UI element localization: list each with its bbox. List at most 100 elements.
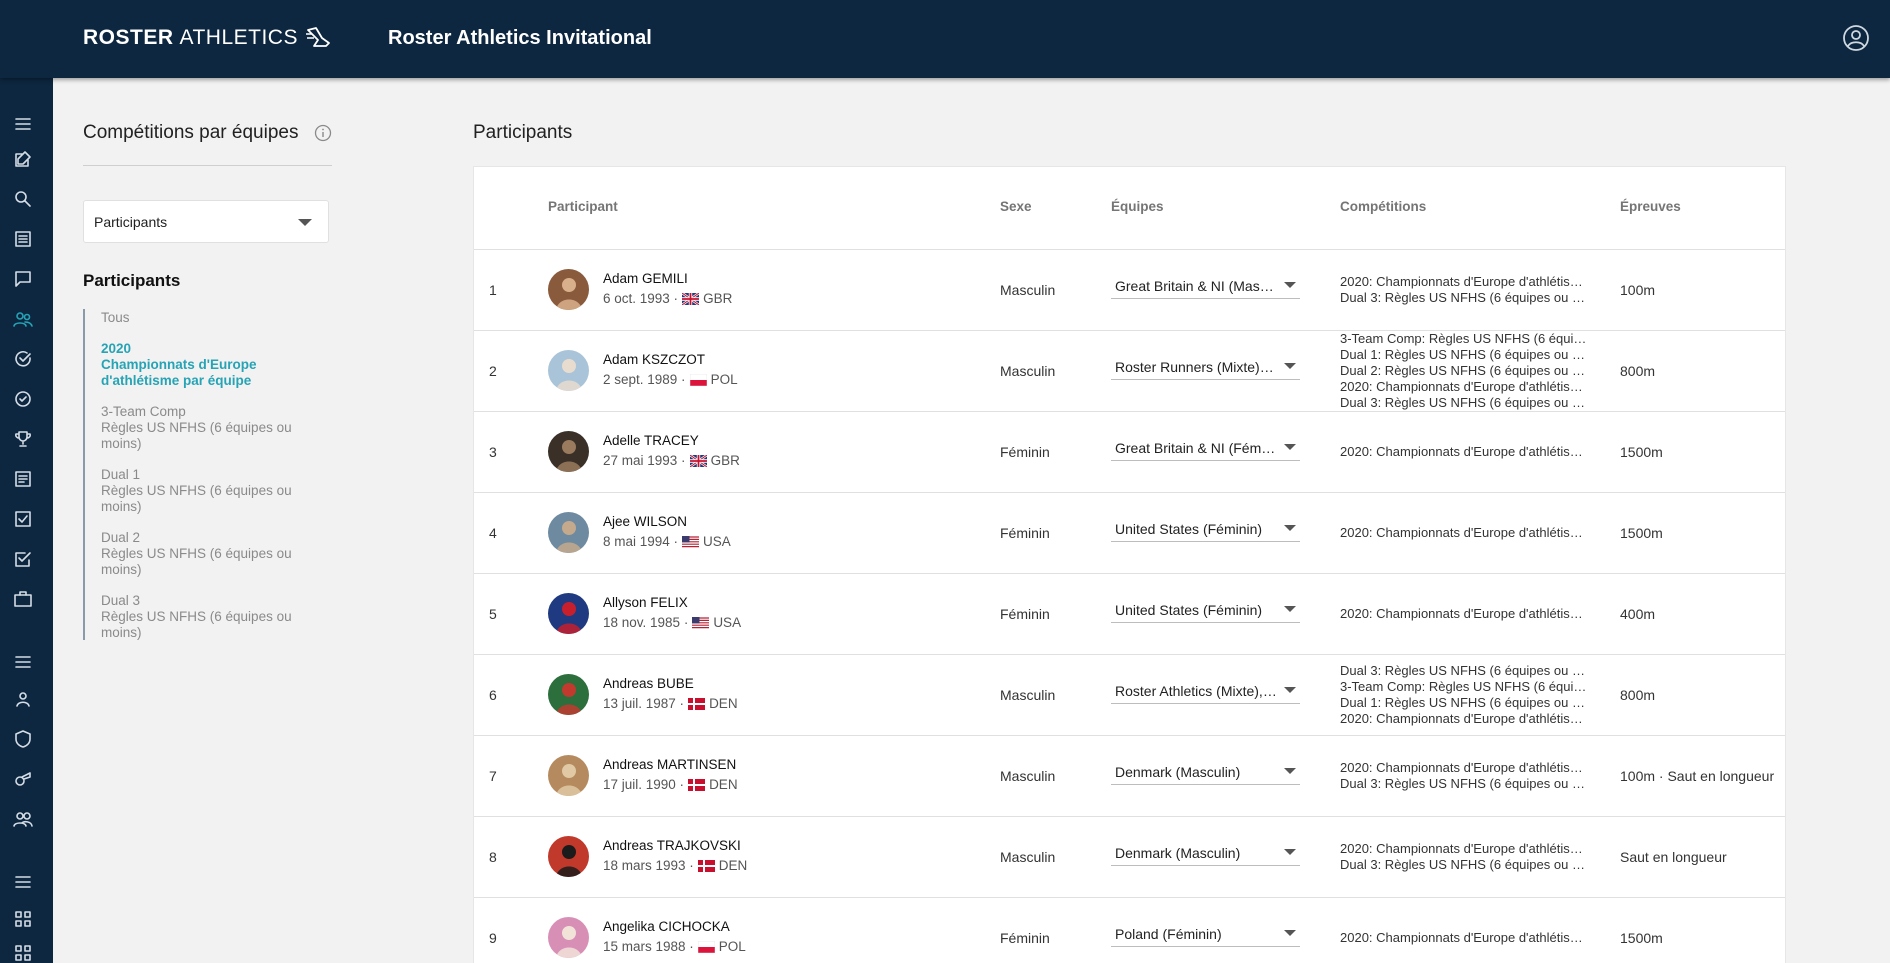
team-select[interactable]: United States (Féminin) (1111, 515, 1300, 542)
menu-icon[interactable] (12, 651, 34, 673)
avatar[interactable] (548, 674, 589, 715)
filter-item-title: Dual 1 (101, 467, 141, 482)
sex-cell: Masculin (1000, 768, 1056, 784)
check-circle-icon[interactable] (12, 388, 34, 410)
event-title: Roster Athletics Invitational (388, 27, 652, 49)
filter-item-2020[interactable]: 2020 Championnats d'Europe d'athlétisme … (101, 341, 333, 389)
check-circle-icon[interactable] (12, 348, 34, 370)
trophy-icon[interactable] (12, 428, 34, 450)
menu-icon[interactable] (12, 871, 34, 893)
table-row[interactable]: 4 Ajee WILSON 8 mai 1994 · USA Féminin U… (474, 492, 1785, 573)
competition-entry: 2020: Championnats d'Europe d'athlétisme… (1340, 274, 1590, 289)
competition-entry: 3-Team Comp: Règles US NFHS (6 équipes o… (1340, 331, 1590, 346)
table-row[interactable]: 3 Adelle TRACEY 27 mai 1993 · GBR Fémini… (474, 411, 1785, 492)
team-select[interactable]: Roster Athletics (Mixte), ... (1111, 677, 1300, 704)
avatar[interactable] (548, 755, 589, 796)
participant-name[interactable]: Allyson FELIX (603, 595, 688, 610)
menu-icon[interactable] (12, 113, 34, 135)
column-header-competitions[interactable]: Compétitions (1340, 199, 1427, 214)
flag-icon (689, 373, 707, 386)
team-select[interactable]: Great Britain & NI (Masculin) (1111, 272, 1300, 299)
group-icon[interactable] (12, 808, 34, 830)
participant-name[interactable]: Adam KSZCZOT (603, 352, 706, 367)
avatar[interactable] (548, 431, 589, 472)
filter-item-dual-3[interactable]: Dual 3 Règles US NFHS (6 équipes ou moin… (101, 593, 333, 641)
filter-item-3-team-comp[interactable]: 3-Team Comp Règles US NFHS (6 équipes ou… (101, 404, 333, 452)
people-icon[interactable] (12, 308, 34, 330)
message-icon[interactable] (12, 268, 34, 290)
grid-icon[interactable] (12, 942, 34, 963)
participant-name[interactable]: Adam GEMILI (603, 271, 688, 286)
sidebar-heading: Participants (83, 271, 181, 290)
table-row[interactable]: 2 Adam KSZCZOT 2 sept. 1989 · POL Mascul… (474, 330, 1785, 411)
list-icon[interactable] (12, 468, 34, 490)
chevron-down-icon (1284, 849, 1296, 855)
filter-item-all[interactable]: Tous (101, 310, 333, 326)
checklist-icon[interactable] (12, 548, 34, 570)
person-icon[interactable] (12, 688, 34, 710)
table-row[interactable]: 8 Andreas TRAJKOVSKI 18 mars 1993 · DEN … (474, 816, 1785, 897)
competition-entry: Dual 1: Règles US NFHS (6 équipes ou moi… (1340, 695, 1590, 710)
row-number: 7 (489, 768, 497, 784)
avatar[interactable] (548, 836, 589, 877)
table-row[interactable]: 5 Allyson FELIX 18 nov. 1985 · USA Fémin… (474, 573, 1785, 654)
participant-name[interactable]: Angelika CICHOCKA (603, 919, 730, 934)
avatar[interactable] (548, 269, 589, 310)
team-select[interactable]: Roster Runners (Mixte), ... (1111, 353, 1300, 380)
table-row[interactable]: 6 Andreas BUBE 13 juil. 1987 · DEN Mascu… (474, 654, 1785, 735)
sex-cell: Féminin (1000, 525, 1050, 541)
flag-icon (688, 697, 706, 710)
competition-entry: Dual 3: Règles US NFHS (6 équipes ou moi… (1340, 395, 1590, 410)
team-select-value: Poland (Féminin) (1115, 926, 1222, 942)
roster-athletics-logo[interactable]: ROSTER ATHLETICS (83, 26, 332, 50)
chevron-down-icon (298, 219, 312, 226)
country-code: USA (713, 615, 742, 630)
team-select[interactable]: Poland (Féminin) (1111, 920, 1300, 947)
filter-item-dual-1[interactable]: Dual 1 Règles US NFHS (6 équipes ou moin… (101, 467, 333, 515)
table-row[interactable]: 9 Angelika CICHOCKA 15 mars 1988 · POL F… (474, 897, 1785, 963)
participant-name[interactable]: Andreas MARTINSEN (603, 757, 737, 772)
birth-date: 2 sept. 1989 · (603, 372, 686, 387)
shield-icon[interactable] (12, 728, 34, 750)
page-title: Participants (473, 122, 573, 143)
competition-entry: 3-Team Comp: Règles US NFHS (6 équipes o… (1340, 679, 1590, 694)
table-row[interactable]: 7 Andreas MARTINSEN 17 juil. 1990 · DEN … (474, 735, 1785, 816)
participant-name[interactable]: Andreas TRAJKOVSKI (603, 838, 741, 853)
avatar[interactable] (548, 350, 589, 391)
checkbox-icon[interactable] (12, 508, 34, 530)
column-header-epreuves[interactable]: Épreuves (1620, 199, 1681, 214)
table-row[interactable]: 1 Adam GEMILI 6 oct. 1993 · GBR Masculin… (474, 249, 1785, 330)
flag-icon (682, 535, 700, 548)
grid-icon[interactable] (12, 908, 34, 930)
team-select-value: Denmark (Masculin) (1115, 845, 1241, 861)
column-header-sexe[interactable]: Sexe (1000, 199, 1032, 214)
team-select[interactable]: Denmark (Masculin) (1111, 758, 1300, 785)
list-icon[interactable] (12, 228, 34, 250)
competition-entry: Dual 3: Règles US NFHS (6 équipes ou moi… (1340, 663, 1590, 678)
participant-name[interactable]: Adelle TRACEY (603, 433, 699, 448)
briefcase-icon[interactable] (12, 588, 34, 610)
filter-item-dual-2[interactable]: Dual 2 Règles US NFHS (6 équipes ou moin… (101, 530, 333, 578)
avatar[interactable] (548, 917, 589, 958)
column-header-equipes[interactable]: Équipes (1111, 199, 1164, 214)
column-header-participant[interactable]: Participant (548, 199, 618, 214)
account-icon[interactable] (1842, 24, 1870, 57)
participant-name[interactable]: Andreas BUBE (603, 676, 694, 691)
view-select[interactable]: Participants (83, 200, 329, 243)
chevron-down-icon (1284, 687, 1296, 693)
info-icon[interactable] (314, 124, 332, 147)
avatar[interactable] (548, 593, 589, 634)
team-select[interactable]: Denmark (Masculin) (1111, 839, 1300, 866)
avatar[interactable] (548, 512, 589, 553)
sex-cell: Féminin (1000, 606, 1050, 622)
competitions-cell: 2020: Championnats d'Europe d'athlétisme… (1340, 274, 1590, 306)
edit-icon[interactable] (12, 148, 34, 170)
participant-name[interactable]: Ajee WILSON (603, 514, 688, 529)
team-select[interactable]: Great Britain & NI (Féminin) (1111, 434, 1300, 461)
whistle-icon[interactable] (12, 768, 34, 790)
team-select-value: Denmark (Masculin) (1115, 764, 1241, 780)
search-icon[interactable] (12, 188, 34, 210)
events-cell: 100m (1620, 282, 1656, 298)
competitions-cell: 2020: Championnats d'Europe d'athlétisme… (1340, 930, 1590, 946)
team-select[interactable]: United States (Féminin) (1111, 596, 1300, 623)
